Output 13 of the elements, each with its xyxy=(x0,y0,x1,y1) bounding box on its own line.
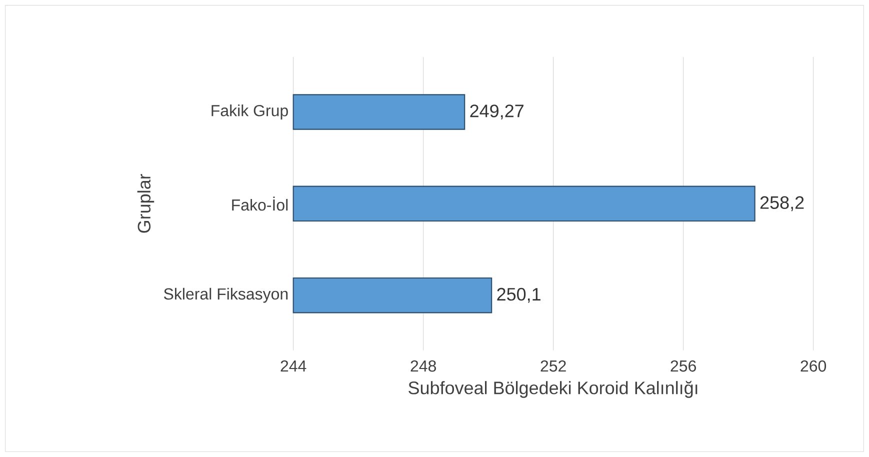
x-tick-label: 244 xyxy=(280,360,306,372)
y-tick-label: Fakik Grup xyxy=(212,104,288,120)
x-tick-label: 248 xyxy=(410,360,436,372)
data-label: 249,27 xyxy=(470,104,524,120)
y-axis-title: Gruplar xyxy=(137,174,154,233)
x-tick-label: 256 xyxy=(670,360,696,372)
x-tick-label: 260 xyxy=(800,360,826,372)
data-label: 258,2 xyxy=(760,196,804,212)
y-tick-label: Skleral Fiksasyon xyxy=(164,288,288,303)
y-tick-label: Fako-İol xyxy=(232,196,288,211)
data-label: 250,1 xyxy=(497,288,540,303)
x-axis-title: Subfoveal Bölgedeki Koroid Kalınlığı xyxy=(408,380,698,398)
x-tick-label: 252 xyxy=(540,360,566,372)
